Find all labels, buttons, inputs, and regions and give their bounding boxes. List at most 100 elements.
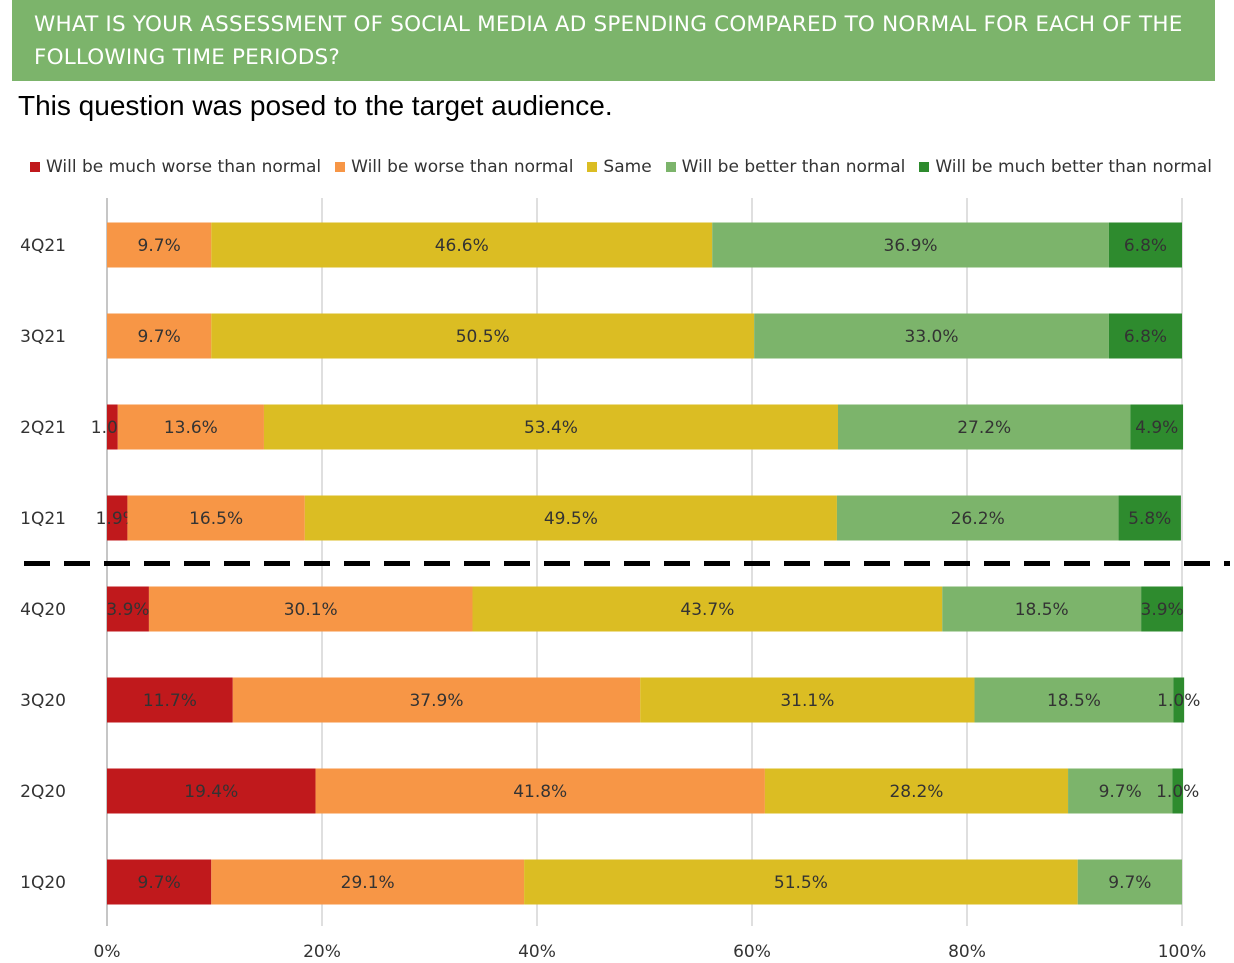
bar-segment [232, 677, 641, 723]
legend-swatch [587, 162, 598, 172]
data-label: 18.5% [1047, 691, 1101, 711]
bar-segment [1173, 677, 1185, 723]
data-label: 50.5% [456, 327, 510, 347]
bar-segment [211, 222, 713, 268]
bar-segment [107, 586, 149, 632]
bar-segment [127, 495, 305, 541]
data-label: 6.8% [1124, 236, 1167, 256]
bar-segment [107, 313, 212, 359]
legend-item: Will be better than normal [665, 157, 905, 177]
bar-segment [524, 859, 1078, 905]
data-label: 3.9% [1141, 600, 1184, 620]
bar-segment [304, 495, 837, 541]
bar-segment [1108, 222, 1182, 268]
data-label: 36.9% [884, 236, 938, 256]
x-tick-label: 0% [94, 942, 121, 962]
bar-segment [1172, 768, 1184, 814]
data-label: 53.4% [524, 418, 578, 438]
bar-segment [640, 677, 975, 723]
legend: Will be much worse than normal Will be wo… [30, 156, 1226, 178]
data-label: 30.1% [284, 600, 338, 620]
y-tick-label: 4Q20 [20, 600, 66, 620]
bar-segment [974, 677, 1174, 723]
bar-segment [712, 222, 1109, 268]
data-label: 13.6% [164, 418, 218, 438]
bar-segment [764, 768, 1069, 814]
bar-segment [1068, 768, 1173, 814]
legend-label: Will be worse than normal [351, 157, 574, 177]
data-label: 9.7% [138, 873, 181, 893]
bar-segment [148, 586, 473, 632]
legend-item: Will be much better than normal [919, 157, 1212, 177]
x-tick-label: 40% [518, 942, 556, 962]
legend-swatch [335, 162, 346, 172]
y-tick-label: 3Q21 [20, 327, 66, 347]
data-label: 3.9% [106, 600, 149, 620]
bar-segment [107, 768, 316, 814]
data-label: 1.0% [1157, 691, 1200, 711]
bar-segment [107, 859, 212, 905]
legend-label: Will be much worse than normal [46, 157, 322, 177]
data-label: 29.1% [341, 873, 395, 893]
bar-segment [838, 404, 1131, 450]
data-label: 19.4% [184, 782, 238, 802]
data-label: 5.8% [1128, 509, 1171, 529]
bar-segment [836, 495, 1119, 541]
bar-segment [117, 404, 264, 450]
data-label: 18.5% [1015, 600, 1069, 620]
legend-swatch [665, 162, 676, 172]
data-label: 43.7% [680, 600, 734, 620]
bar-segment [107, 404, 118, 450]
data-label: 49.5% [544, 509, 598, 529]
chart-subtitle: This question was posed to the target au… [18, 90, 613, 121]
y-tick-label: 1Q20 [20, 873, 66, 893]
legend-item: Will be worse than normal [335, 157, 573, 177]
data-label: 27.2% [957, 418, 1011, 438]
bar-segment [211, 313, 755, 359]
chart-title-line-2: FOLLOWING TIME PERIODS? [34, 45, 340, 70]
x-tick-label: 20% [303, 942, 341, 962]
data-label: 41.8% [513, 782, 567, 802]
bar-segment [107, 495, 128, 541]
bar-segment [1130, 404, 1184, 450]
data-label: 1.0% [1156, 782, 1199, 802]
x-tick-label: 60% [733, 942, 771, 962]
bar-segment [107, 677, 233, 723]
data-label: 28.2% [889, 782, 943, 802]
legend-label: Same [603, 157, 652, 177]
title-banner: WHAT IS YOUR ASSESSMENT OF SOCIAL MEDIA … [12, 0, 1215, 81]
y-tick-label: 2Q20 [20, 782, 66, 802]
data-label: 37.9% [409, 691, 463, 711]
legend-swatch [919, 162, 930, 172]
data-label: 46.6% [435, 236, 489, 256]
data-label: 11.7% [143, 691, 197, 711]
bar-segment [754, 313, 1109, 359]
data-label: 16.5% [189, 509, 243, 529]
bar-segment [1077, 859, 1182, 905]
legend-label: Will be much better than normal [935, 157, 1212, 177]
bar-segment [211, 859, 525, 905]
x-tick-label: 100% [1158, 942, 1207, 962]
bar-segment [942, 586, 1142, 632]
legend-swatch [30, 162, 40, 172]
data-label: 9.7% [1099, 782, 1142, 802]
y-tick-label: 2Q21 [20, 418, 66, 438]
bar-segment [315, 768, 765, 814]
legend-item: Same [587, 157, 652, 177]
data-label: 6.8% [1124, 327, 1167, 347]
x-tick-label: 80% [948, 942, 986, 962]
data-label: 31.1% [780, 691, 834, 711]
y-tick-label: 3Q20 [20, 691, 66, 711]
data-label: 26.2% [951, 509, 1005, 529]
bar-segment [107, 222, 212, 268]
bar-segment [1108, 313, 1182, 359]
legend-item: Will be much worse than normal [30, 157, 321, 177]
bar-segment [472, 586, 943, 632]
bar-segment [1118, 495, 1181, 541]
data-label: 51.5% [774, 873, 828, 893]
chart-title-line-1: WHAT IS YOUR ASSESSMENT OF SOCIAL MEDIA … [34, 12, 1183, 37]
y-tick-label: 1Q21 [20, 509, 66, 529]
bar-segment [263, 404, 838, 450]
data-label: 9.7% [1108, 873, 1151, 893]
